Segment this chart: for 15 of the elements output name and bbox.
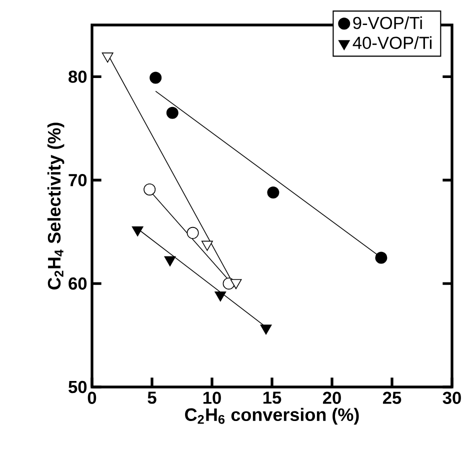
x-tick-label: 25 xyxy=(382,392,402,404)
x-tick-label: 20 xyxy=(322,392,341,404)
x-tick-label: 0 xyxy=(88,392,96,404)
y-tick-label: 60 xyxy=(68,277,87,290)
x-axis-title: C$_{2}$H$_{6}$ conversion (%) xyxy=(185,408,359,425)
x-tick-label: 10 xyxy=(203,392,221,404)
y-tick-label: 80 xyxy=(68,70,87,83)
x-tick-label: 15 xyxy=(263,392,282,404)
y-tick-label: 70 xyxy=(68,174,87,186)
legend-label: 40-VOP/Ti xyxy=(352,36,432,50)
x-tick-label: 5 xyxy=(148,392,156,404)
legend-label: 9-VOP/Ti xyxy=(353,16,422,30)
y-tick-label: 50 xyxy=(68,380,87,394)
y-axis-title: C$_{2}$H$_{4}$ Selectivity (%) xyxy=(47,122,64,290)
x-tick-label: 30 xyxy=(442,392,461,404)
